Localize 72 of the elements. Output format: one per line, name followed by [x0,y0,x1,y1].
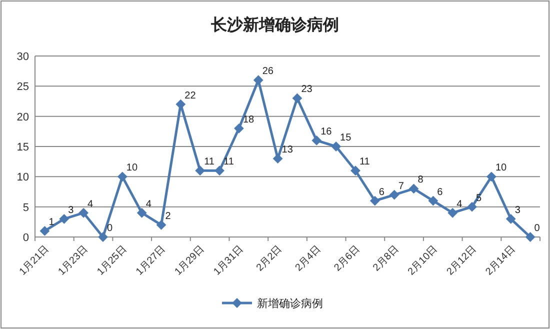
y-tick-label: 15 [16,142,29,154]
point [331,142,342,152]
x-tick-label: 2月2日 [254,244,284,274]
data-label: 10 [495,162,508,174]
x-tick-label: 2月6日 [332,244,362,274]
data-label: 3 [68,204,74,216]
x-tick-label: 1月29日 [173,244,207,278]
x-tick-label: 1月31日 [212,244,246,278]
point [117,172,128,182]
data-label: 4 [146,198,152,210]
point [78,208,89,218]
data-label: 2 [165,210,172,222]
point [214,166,224,176]
x-tick-label: 2月8日 [371,244,401,274]
data-label: 10 [126,162,138,174]
x-tick-label: 2月12日 [444,244,479,278]
point [389,190,400,200]
data-label: 13 [282,144,294,156]
point [234,123,244,134]
y-tick-label: 30 [16,51,29,63]
point [486,172,496,182]
data-label: 3 [514,204,521,216]
point [350,166,360,176]
data-label: 4 [88,198,94,210]
data-label: 7 [398,180,404,192]
point [195,166,206,176]
data-label: 22 [184,90,196,102]
x-tick-label: 1月27日 [134,244,168,278]
data-label: 6 [378,186,385,198]
data-label: 11 [359,156,370,168]
data-label: 1 [48,216,55,228]
point [272,154,283,164]
point [312,136,322,146]
data-label: 11 [204,156,215,168]
y-tick-label: 20 [16,111,29,124]
data-label: 15 [340,132,352,144]
point [370,196,380,206]
legend-label: 新增确诊病例 [257,297,323,310]
point [506,214,516,224]
data-label: 18 [242,114,255,126]
point [408,184,419,194]
data-label: 16 [320,126,332,138]
point [448,208,458,218]
point [525,232,536,242]
data-label: 23 [301,84,313,96]
point [467,202,477,212]
point [253,75,264,86]
point [40,226,50,236]
point [59,214,70,224]
x-tick-label: 2月14日 [484,244,518,278]
x-tick-label: 2月10日 [406,244,440,278]
x-tick-label: 1月21日 [18,244,52,278]
data-label: 11 [224,156,234,168]
chart-title: 长沙新增确诊病例 [210,16,339,34]
point [136,208,147,218]
point [98,232,108,242]
point [156,220,166,230]
data-label: 8 [418,174,424,186]
x-tick-label: 1月25日 [95,244,130,278]
y-tick-label: 5 [22,202,29,214]
data-label: 0 [106,223,113,234]
point [292,93,302,104]
data-label: 0 [534,223,540,234]
point [428,196,438,206]
y-tick-label: 0 [22,232,29,244]
x-tick-label: 2月4日 [294,244,324,274]
data-label: 26 [262,66,274,78]
data-label: 4 [456,198,463,210]
x-tick-label: 1月23日 [56,244,90,278]
y-tick-label: 25 [16,81,29,94]
y-tick-label: 10 [16,172,29,184]
data-label: 6 [437,186,444,198]
